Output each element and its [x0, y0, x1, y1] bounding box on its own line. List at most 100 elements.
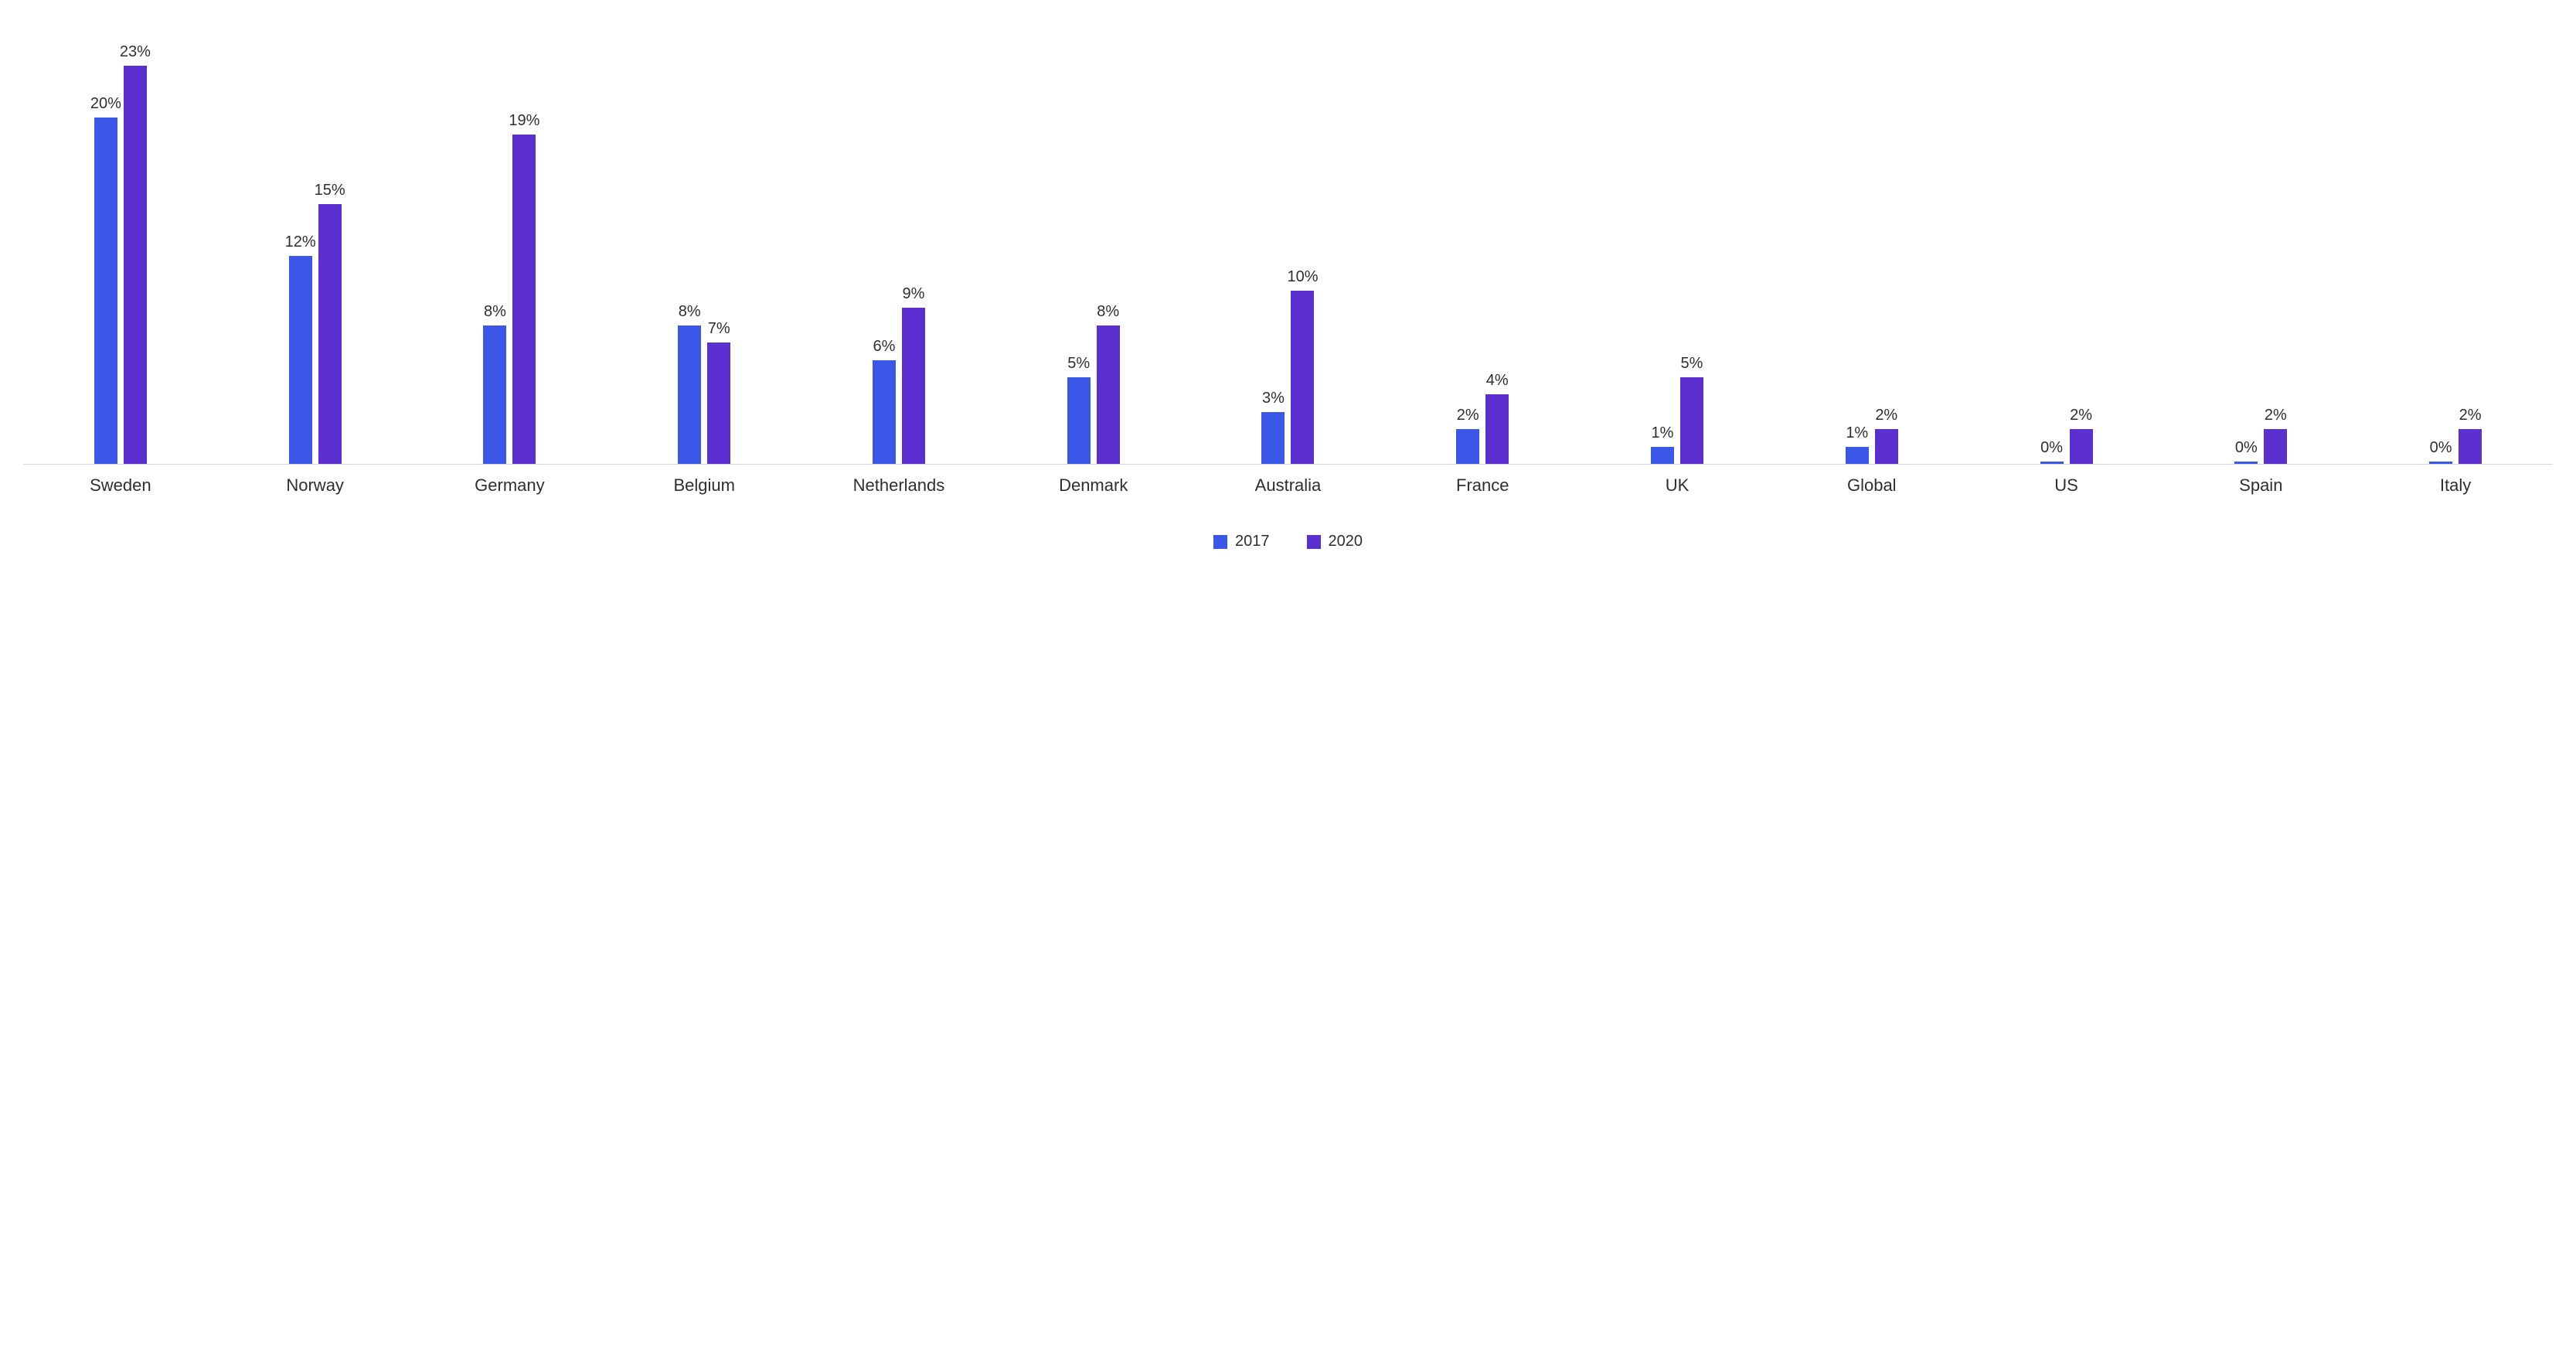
bar-value-label: 5%: [1681, 355, 1703, 373]
bar: 15%: [318, 204, 342, 464]
bar: 5%: [1680, 377, 1703, 464]
bar-group: 0% 2%: [2358, 31, 2553, 464]
bar: 8%: [1097, 325, 1120, 464]
bar-group: 1% 2%: [1775, 31, 1969, 464]
x-axis-label: Australia: [1191, 475, 1386, 496]
bar-pair: 1% 5%: [1651, 31, 1703, 464]
bar: 1%: [1651, 447, 1674, 464]
bar-value-label: 15%: [315, 182, 345, 199]
bar-value-label: 0%: [2430, 439, 2452, 457]
bar-value-label: 12%: [285, 233, 316, 251]
x-axis-label: Global: [1775, 475, 1969, 496]
x-axis-label: Germany: [413, 475, 607, 496]
bar-value-label: 0%: [2235, 439, 2258, 457]
bar-value-label: 5%: [1067, 355, 1090, 373]
bar: 1%: [1846, 447, 1869, 464]
bar-groups: 20%23%12%15%8%19%8%7%6%9%5%8%3%10%2%4%1%…: [23, 31, 2553, 464]
bar-group: 0% 2%: [2163, 31, 2358, 464]
bar-group: 6%9%: [801, 31, 996, 464]
bar: 2%: [2264, 429, 2287, 464]
bar: 6%: [873, 360, 896, 464]
x-axis-label: France: [1385, 475, 1580, 496]
bar-value-label: 2%: [1457, 407, 1479, 424]
bar-value-label: 8%: [679, 303, 701, 321]
bar-group: 0% 2%: [1969, 31, 2164, 464]
x-axis-label: Denmark: [996, 475, 1191, 496]
bar-value-label: 2%: [1875, 407, 1897, 424]
bar: 23%: [124, 66, 147, 464]
bar-pair: 1% 2%: [1846, 31, 1898, 464]
bar: 2%: [2070, 429, 2093, 464]
bar-value-label: 2%: [2459, 407, 2482, 424]
bar-value-label: 8%: [484, 303, 506, 321]
bar-pair: 5%8%: [1067, 31, 1120, 464]
bar: 20%: [94, 118, 117, 464]
bar-pair: 0% 2%: [2429, 31, 2482, 464]
bar-pair: 2%4%: [1456, 31, 1509, 464]
bar-pair: 6%9%: [873, 31, 925, 464]
bar: 5%: [1067, 377, 1091, 464]
bar-value-label: 9%: [902, 285, 924, 303]
bar-value-label: 6%: [873, 338, 895, 356]
bar: 9%: [902, 308, 925, 464]
x-axis-label: Netherlands: [801, 475, 996, 496]
bar-pair: 8%7%: [678, 31, 730, 464]
bar-group: 20%23%: [23, 31, 218, 464]
bar: 12%: [289, 256, 312, 464]
bar: 19%: [512, 135, 536, 464]
bar-pair: 0% 2%: [2040, 31, 2093, 464]
bar-group: 3% 10%: [1191, 31, 1386, 464]
bar-value-label: 8%: [1097, 303, 1119, 321]
legend-swatch: [1213, 535, 1227, 549]
bar-pair: 20% 23%: [94, 31, 147, 464]
bar-value-label: 1%: [1846, 424, 1868, 442]
bar-pair: 0% 2%: [2234, 31, 2287, 464]
bar-value-label: 2%: [2265, 407, 2287, 424]
bar-value-label: 7%: [708, 320, 730, 338]
bar: 7%: [707, 342, 730, 464]
legend-label: 2017: [1235, 533, 1270, 550]
bar: 4%: [1485, 394, 1509, 464]
x-axis-label: Italy: [2358, 475, 2553, 496]
bar-pair: 8%19%: [483, 31, 536, 464]
plot-area: 20%23%12%15%8%19%8%7%6%9%5%8%3%10%2%4%1%…: [23, 31, 2553, 465]
legend-item: 2017: [1213, 533, 1270, 550]
bar-group: 8%19%: [413, 31, 607, 464]
bar: 0%: [2429, 462, 2452, 464]
bar: 0%: [2040, 462, 2064, 464]
bar-value-label: 3%: [1262, 390, 1285, 407]
bar-pair: 12% 15%: [289, 31, 342, 464]
bar-value-label: 23%: [120, 43, 151, 61]
x-axis-label: Belgium: [607, 475, 801, 496]
bar-value-label: 20%: [90, 95, 121, 113]
bar-value-label: 19%: [509, 112, 539, 130]
bar-group: 5%8%: [996, 31, 1191, 464]
x-axis-label: Sweden: [23, 475, 218, 496]
bar-value-label: 10%: [1287, 268, 1318, 286]
bar: 2%: [1875, 429, 1898, 464]
bar: 0%: [2234, 462, 2258, 464]
bar-value-label: 0%: [2040, 439, 2063, 457]
bar-pair: 3% 10%: [1261, 31, 1314, 464]
x-axis-label: Norway: [218, 475, 413, 496]
x-axis-labels: SwedenNorwayGermanyBelgiumNetherlandsDen…: [23, 475, 2553, 496]
bar: 10%: [1291, 291, 1314, 464]
x-axis-label: UK: [1580, 475, 1775, 496]
bar-value-label: 2%: [2070, 407, 2092, 424]
x-axis-label: US: [1969, 475, 2164, 496]
bar-group: 12%15%: [218, 31, 413, 464]
grouped-bar-chart: 20%23%12%15%8%19%8%7%6%9%5%8%3%10%2%4%1%…: [0, 0, 2576, 566]
bar: 2%: [2459, 429, 2482, 464]
legend-item: 2020: [1307, 533, 1363, 550]
bar-group: 8%7%: [607, 31, 801, 464]
legend: 2017 2020: [23, 533, 2553, 550]
bar-value-label: 1%: [1652, 424, 1674, 442]
bar: 8%: [678, 325, 701, 464]
legend-swatch: [1307, 535, 1321, 549]
x-axis-label: Spain: [2163, 475, 2358, 496]
legend-label: 2020: [1329, 533, 1363, 550]
bar-group: 2%4%: [1385, 31, 1580, 464]
bar-group: 1% 5%: [1580, 31, 1775, 464]
bar: 8%: [483, 325, 506, 464]
bar: 2%: [1456, 429, 1479, 464]
